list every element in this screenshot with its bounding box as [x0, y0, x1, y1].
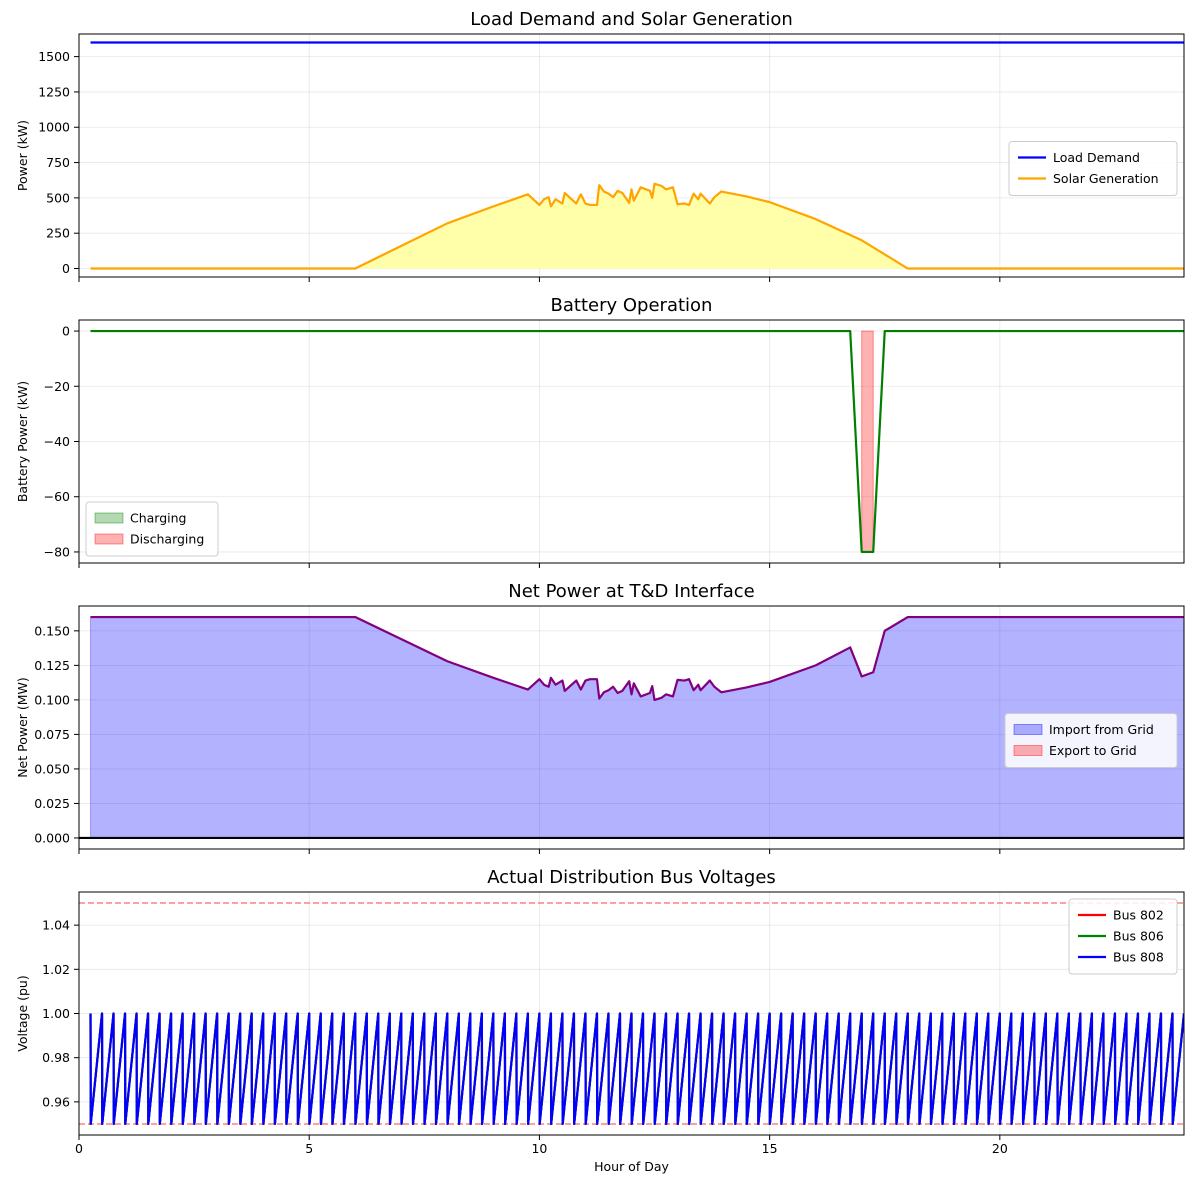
- chart-title: Net Power at T&D Interface: [508, 581, 754, 602]
- axes-frame: [78, 33, 1185, 278]
- legend-label: Solar Generation: [1053, 171, 1159, 186]
- y-axis-label: Battery Power (kW): [15, 381, 30, 502]
- y-tick-label: −60: [44, 489, 70, 504]
- y-tick-label: 0.000: [34, 830, 70, 845]
- y-tick-label: 1.02: [42, 962, 70, 977]
- legend-label: Export to Grid: [1049, 743, 1137, 758]
- series-line-bus-808: [89, 1012, 1184, 1126]
- legend-swatch: [1013, 745, 1043, 756]
- y-axis-label: Net Power (MW): [15, 677, 30, 778]
- legend: Import from Grid Export to Grid: [1004, 713, 1178, 768]
- y-tick-label: 1500: [38, 49, 70, 64]
- y-tick-label: 0.025: [34, 796, 70, 811]
- area-fill-series-2: [90, 183, 1184, 270]
- y-tick-label: 0.125: [34, 658, 70, 673]
- plot-area: [79, 902, 1184, 1126]
- legend-label: Bus 808: [1113, 950, 1164, 965]
- x-axis-label: Hour of Day: [594, 1159, 669, 1174]
- legend-swatch: [94, 533, 124, 545]
- legend: Load Demand Solar Generation: [1008, 141, 1178, 196]
- y-tick-label: 0: [62, 261, 70, 276]
- legend-swatch: [1013, 724, 1043, 735]
- x-tick-label: 20: [992, 1141, 1008, 1156]
- y-axis-label: Voltage (pu): [15, 975, 30, 1051]
- plot-area: [90, 329, 1184, 554]
- y-tick-label: 250: [46, 226, 70, 241]
- legend-box: [1008, 141, 1178, 196]
- legend: Charging Discharging: [85, 501, 219, 557]
- y-tick-label: 0.98: [42, 1050, 70, 1065]
- chart-title: Actual Distribution Bus Voltages: [487, 867, 776, 888]
- y-axis-label: Power (kW): [15, 120, 30, 191]
- legend-label: Charging: [130, 511, 187, 526]
- y-tick-label: 0.150: [34, 623, 70, 638]
- y-tick-label: 0.96: [42, 1094, 70, 1109]
- y-tick-label: 500: [46, 190, 70, 205]
- chart-panel-3: 0.000 0.025 0.050 0.075 0.100 0.125 0.150 Net P…: [15, 581, 1185, 854]
- chart-title: Load Demand and Solar Generation: [470, 9, 793, 30]
- legend-label: Bus 806: [1113, 929, 1164, 944]
- legend-label: Load Demand: [1053, 150, 1140, 165]
- x-tick-label: 15: [762, 1141, 778, 1156]
- y-tick-label: 1250: [38, 84, 70, 99]
- axes-frame: [78, 605, 1185, 850]
- legend: Bus 802 Bus 806 Bus 808: [1068, 898, 1178, 975]
- y-tick-label: 0.075: [34, 727, 70, 742]
- series-line-solar-generation: [90, 182, 1184, 270]
- discharging-region: [861, 330, 874, 553]
- chart-panel-1: 0 250 500 750 1000 1250 1500 Load Demand and So…: [15, 9, 1185, 282]
- legend-swatch: [94, 512, 124, 524]
- legend-box: [1068, 898, 1178, 975]
- plot-area: [79, 615, 1184, 840]
- y-tick-label: 0: [62, 324, 70, 339]
- chart-title: Battery Operation: [551, 295, 713, 316]
- y-tick-label: 0.050: [34, 761, 70, 776]
- y-tick-label: −40: [44, 434, 70, 449]
- x-tick-label: 5: [305, 1141, 313, 1156]
- y-tick-label: −20: [44, 379, 70, 394]
- y-tick-label: −80: [44, 544, 70, 559]
- series-line-series-1: [90, 615, 1184, 701]
- legend-label: Import from Grid: [1049, 722, 1154, 737]
- y-tick-label: 1.04: [42, 918, 70, 933]
- y-tick-label: 750: [46, 155, 70, 170]
- x-tick-label: 10: [531, 1141, 547, 1156]
- y-tick-label: 1.00: [42, 1006, 70, 1021]
- legend-label: Discharging: [130, 532, 204, 547]
- legend-box: [1004, 713, 1178, 768]
- y-tick-label: 1000: [38, 120, 70, 135]
- series-line-series-1: [90, 329, 1184, 554]
- legend-box: [85, 501, 219, 557]
- legend-label: Bus 802: [1113, 908, 1164, 923]
- chart-panel-4: 0 5 10 15 20 0.96 0.98 1.00 1.02 1.04 Actual Distr…: [15, 867, 1185, 1174]
- y-tick-label: 0.100: [34, 692, 70, 707]
- chart-panel-2: −80 −60 −40 −20 0 Battery Operation Battery Po…: [15, 295, 1185, 568]
- x-tick-label: 0: [75, 1141, 83, 1156]
- plot-area: [90, 41, 1184, 270]
